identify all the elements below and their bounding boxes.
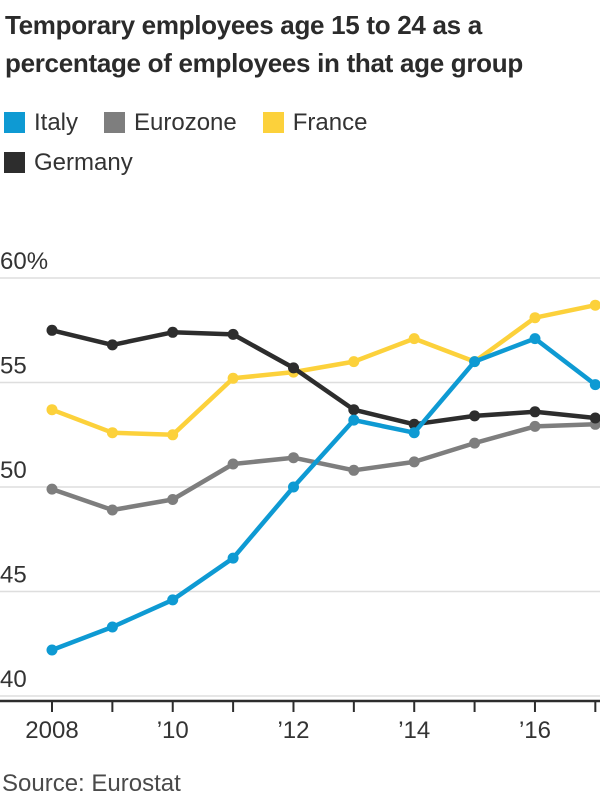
- series-point-italy-2010: [167, 594, 179, 606]
- y-axis-label-45: 45: [0, 562, 27, 589]
- x-axis-label-2008: 2008: [25, 717, 78, 744]
- series-line-eurozone: [49, 422, 598, 513]
- legend-label-france: France: [292, 109, 368, 136]
- series-point-germany-2011: [227, 328, 239, 340]
- series-point-italy-2009: [106, 621, 118, 633]
- chart-title: Temporary employees age 15 to 24 as a pe…: [5, 6, 597, 82]
- source-note: Source: Eurostat: [2, 770, 181, 797]
- series-point-italy-2017: [589, 379, 600, 391]
- series-point-germany-2015: [469, 410, 481, 422]
- series-point-italy-2015: [469, 356, 481, 368]
- y-axis-label-50: 50: [0, 457, 27, 484]
- series-point-france-2008: [46, 404, 58, 416]
- series-point-france-2010: [167, 429, 179, 441]
- series-point-germany-2009: [106, 339, 118, 351]
- legend-label-italy: Italy: [34, 109, 79, 136]
- legend-swatch-germany: [4, 152, 25, 173]
- x-axis-label-2012: ’12: [277, 717, 309, 744]
- x-axis-label-2016: ’16: [519, 717, 551, 744]
- legend-row: Germany: [4, 150, 596, 175]
- legend-item-eurozone: Eurozone: [104, 110, 237, 135]
- series-point-france-2009: [106, 427, 118, 439]
- series-point-france-2014: [408, 333, 420, 345]
- chart-svg: 60% 55 50 45 40 2008 ’10 ’12 ’14 ’16: [0, 248, 600, 744]
- series-point-france-2017: [589, 299, 600, 311]
- series-point-eurozone-2008: [46, 483, 58, 495]
- y-axis-label-55: 55: [0, 353, 27, 380]
- series-point-germany-2017: [589, 412, 600, 424]
- legend-swatch-italy: [4, 112, 25, 133]
- series-point-germany-2013: [348, 404, 360, 416]
- series-point-italy-2014: [408, 427, 420, 439]
- legend-swatch-france: [262, 112, 284, 133]
- series-point-france-2013: [348, 356, 360, 368]
- series-point-eurozone-2015: [469, 437, 481, 449]
- series-line-italy: [49, 336, 598, 653]
- legend-item-italy: Italy: [4, 110, 78, 135]
- chart-legend: Italy Eurozone France Germany: [4, 110, 596, 190]
- series-point-germany-2012: [288, 362, 299, 374]
- chart-plot-area: 60% 55 50 45 40 2008 ’10 ’12 ’14 ’16: [0, 240, 600, 760]
- legend-label-germany: Germany: [34, 149, 133, 176]
- series-point-eurozone-2012: [288, 452, 299, 464]
- series-point-eurozone-2014: [408, 456, 420, 468]
- series-point-germany-2016: [529, 406, 541, 418]
- legend-swatch-eurozone: [104, 112, 126, 133]
- series-point-eurozone-2010: [167, 494, 179, 505]
- series-line-germany: [49, 328, 598, 427]
- series-point-eurozone-2016: [529, 420, 541, 432]
- y-axis-label-60: 60%: [0, 248, 48, 275]
- series-point-france-2011: [227, 372, 239, 384]
- chart-title-line1: Temporary employees age 15 to 24 as a: [5, 10, 482, 40]
- series-point-italy-2016: [529, 333, 541, 345]
- series-point-eurozone-2011: [227, 458, 239, 470]
- x-axis-label-2010: ’10: [157, 717, 189, 744]
- series-point-italy-2013: [348, 414, 360, 426]
- series-point-germany-2008: [46, 324, 58, 336]
- series-line-france: [49, 302, 598, 438]
- series-point-italy-2008: [46, 644, 58, 656]
- series-point-france-2016: [529, 312, 541, 324]
- legend-row: Italy Eurozone France: [4, 110, 596, 135]
- x-axis-label-2014: ’14: [398, 717, 430, 744]
- series-point-germany-2010: [167, 326, 179, 338]
- legend-item-germany: Germany: [4, 150, 133, 175]
- legend-label-eurozone: Eurozone: [134, 109, 237, 136]
- y-axis-label-40: 40: [0, 666, 27, 693]
- series-point-eurozone-2013: [348, 464, 360, 476]
- series-point-eurozone-2009: [106, 504, 118, 516]
- chart-title-line2: percentage of employees in that age grou…: [5, 48, 523, 78]
- series-point-italy-2012: [288, 481, 299, 493]
- series-point-italy-2011: [227, 552, 239, 564]
- legend-item-france: France: [262, 109, 368, 136]
